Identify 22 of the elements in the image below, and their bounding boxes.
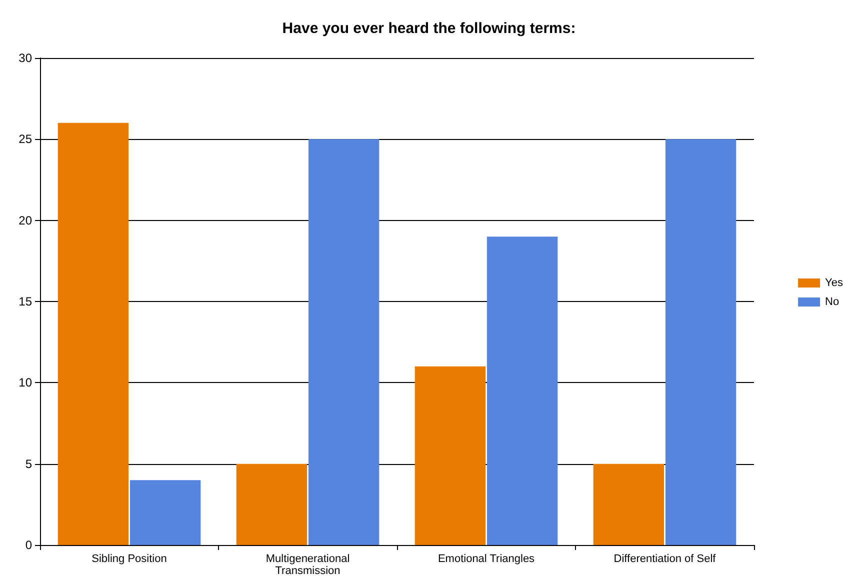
bar [414,366,486,545]
y-tick-label: 5 [25,456,32,471]
y-tick-label: 15 [18,294,32,308]
bar [236,464,308,545]
y-tick-label: 30 [18,51,32,65]
bar [58,122,129,545]
chart-title: Have you ever heard the following terms: [282,20,576,37]
y-tick-label: 10 [18,376,32,390]
bar [486,236,558,545]
x-tick-label: Emotional Triangles [438,553,536,565]
bar [308,139,380,545]
x-tick-label: Sibling Position [92,553,167,565]
legend-label: No [825,296,840,308]
bar [130,480,201,545]
legend-label: Yes [825,277,844,289]
bar [665,139,736,545]
y-tick-label: 20 [18,213,32,228]
y-tick-label: 0 [25,538,32,552]
bar [593,464,664,545]
x-tick-label: Multigenerational Transmission [266,553,350,577]
x-tick-label: Differentiation of Self [614,553,717,565]
y-tick-label: 25 [18,132,32,146]
